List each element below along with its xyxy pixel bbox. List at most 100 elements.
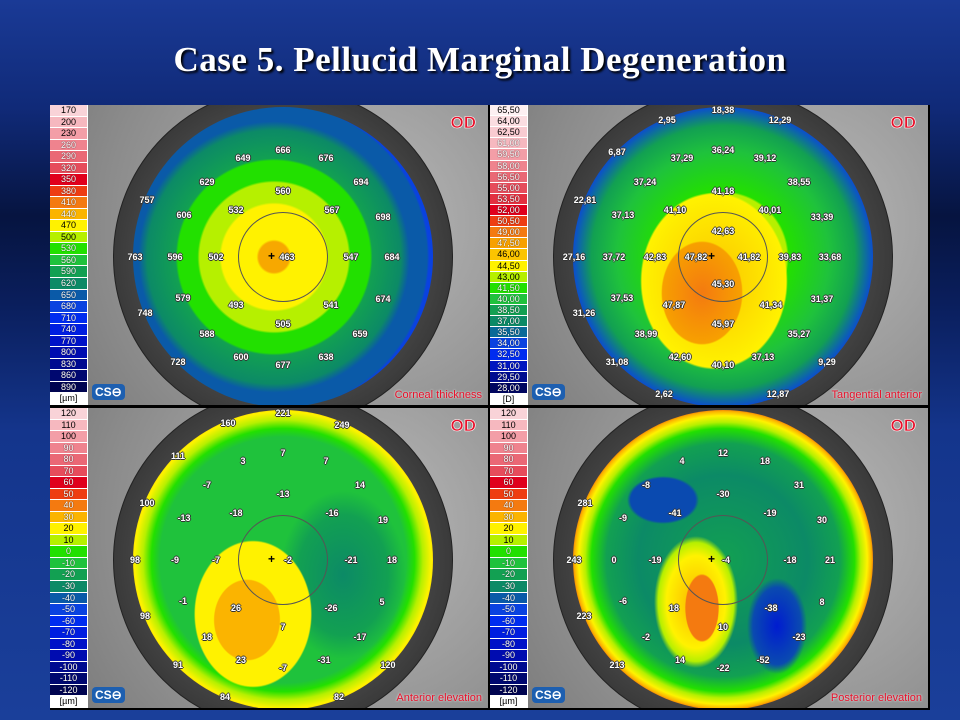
scale-step: 770 [50, 335, 87, 348]
map-name: Corneal thickness [394, 389, 482, 401]
map-value-label: 12 [717, 448, 729, 458]
map-value-label: -52 [756, 655, 770, 665]
map-value-label: 674 [375, 294, 391, 304]
map-value-label: -7 [202, 480, 212, 490]
scale-step: 44,50 [490, 260, 527, 272]
scale-step: 20 [490, 523, 527, 535]
map-value-label: 37,53 [610, 293, 634, 303]
scale-step: 380 [50, 185, 87, 198]
map-value-label: 98 [129, 555, 141, 565]
scale-step: -60 [490, 615, 527, 628]
map-value-label: 596 [167, 252, 183, 262]
scale-step: 37,00 [490, 316, 527, 328]
map-value-label: 7 [323, 456, 329, 466]
scale-step: 320 [50, 162, 87, 175]
map-value-label: 38,99 [634, 329, 658, 339]
scale-step: -110 [490, 673, 527, 685]
map-value-label: 249 [334, 420, 350, 430]
map-value-label: 31 [793, 480, 805, 490]
scale-step: 61,00 [490, 138, 527, 150]
map-value-label: -1 [178, 596, 188, 606]
scale-step: 260 [50, 139, 87, 152]
pupil-zone-circle [678, 515, 768, 605]
map-value-label: 36,24 [711, 145, 735, 155]
map-value-label: 7 [280, 622, 286, 632]
scale-step: 50,50 [490, 216, 527, 228]
scale-step: -120 [50, 684, 87, 697]
map-value-label: 659 [352, 329, 368, 339]
map-value-label: -9 [170, 555, 180, 565]
map-value-label: 600 [233, 352, 249, 362]
map-value-label: 666 [275, 145, 291, 155]
scale-step: 43,00 [490, 271, 527, 283]
map-value-label: 677 [275, 360, 291, 370]
map-value-label: 8 [819, 597, 825, 607]
scale-step: 800 [50, 347, 87, 359]
map-value-label: -31 [317, 655, 331, 665]
map-value-label: 4 [679, 456, 685, 466]
map-value-label: 502 [208, 252, 224, 262]
scale-step: 64,00 [490, 116, 527, 128]
eye-label: OD [890, 416, 916, 436]
map-value-label: 21 [824, 555, 836, 565]
center-cross-icon: + [708, 552, 716, 566]
topography-grid: 170 200 230 260 290 320 350 380 410 440 470 500 530 5… [50, 105, 930, 710]
scale-step: 53,50 [490, 193, 527, 205]
scale-step: 29,50 [490, 371, 527, 383]
scale-step: 20 [50, 523, 87, 535]
cso-logo: CS⊖ [532, 384, 565, 400]
scale-step: 710 [50, 312, 87, 325]
scale-step: -110 [50, 673, 87, 685]
map-value-label: 18 [201, 632, 213, 642]
scale-step: 60 [490, 477, 527, 489]
map-value-label: 221 [275, 408, 291, 418]
scale-step: 120 [490, 408, 527, 420]
map-panel-corneal-thickness: 170 200 230 260 290 320 350 380 410 440 470 500 530 5… [50, 105, 488, 405]
map-value-label: 213 [609, 660, 625, 670]
map-value-label: 223 [576, 611, 592, 621]
map-value-label: 37,72 [602, 252, 626, 262]
scale-step: -40 [50, 592, 87, 605]
scale-unit: [µm] [490, 696, 527, 708]
map-value-label: 0 [611, 555, 617, 565]
scale-step: 620 [50, 277, 87, 290]
scale-step: 47,50 [490, 238, 527, 250]
map-value-label: 31,26 [572, 308, 596, 318]
map-value-label: -18 [229, 508, 243, 518]
scale-step: 30 [490, 511, 527, 524]
scale-step: 70 [490, 465, 527, 478]
scale-step: -50 [50, 604, 87, 616]
scale-step: 0 [50, 546, 87, 558]
map-value-label: 606 [176, 210, 192, 220]
map-value-label: 567 [324, 205, 340, 215]
map-value-label: 42,63 [711, 226, 735, 236]
scale-step: 860 [50, 370, 87, 382]
map-value-label: 38,55 [787, 177, 811, 187]
map-value-label: 588 [199, 329, 215, 339]
map-value-label: 31,37 [810, 294, 834, 304]
map-value-label: -13 [177, 513, 191, 523]
eye-label: OD [450, 113, 476, 133]
scale-step: 49,00 [490, 227, 527, 239]
scale-step: -100 [490, 661, 527, 674]
scale-step: -100 [50, 661, 87, 674]
map-value-label: 42,60 [668, 352, 692, 362]
eye-label: OD [450, 416, 476, 436]
map-value-label: 40,01 [758, 205, 782, 215]
scale-step: 590 [50, 266, 87, 278]
scale-step: -40 [490, 592, 527, 605]
map-value-label: -9 [618, 513, 628, 523]
map-name: Anterior elevation [396, 692, 482, 704]
map-value-label: 41,82 [737, 252, 761, 262]
scale-step: -10 [50, 557, 87, 570]
scale-step: 530 [50, 243, 87, 255]
slide-title: Case 5. Pellucid Marginal Degeneration [173, 40, 787, 79]
scale-step: 80 [490, 454, 527, 466]
scale-step: -120 [490, 684, 527, 697]
scale-unit: [µm] [50, 696, 87, 708]
scale-step: 40,00 [490, 293, 527, 305]
map-value-label: 2,62 [655, 389, 673, 399]
scale-step: -20 [490, 569, 527, 581]
scale-step: 65,50 [490, 105, 527, 117]
cso-logo: CS⊖ [532, 687, 565, 703]
